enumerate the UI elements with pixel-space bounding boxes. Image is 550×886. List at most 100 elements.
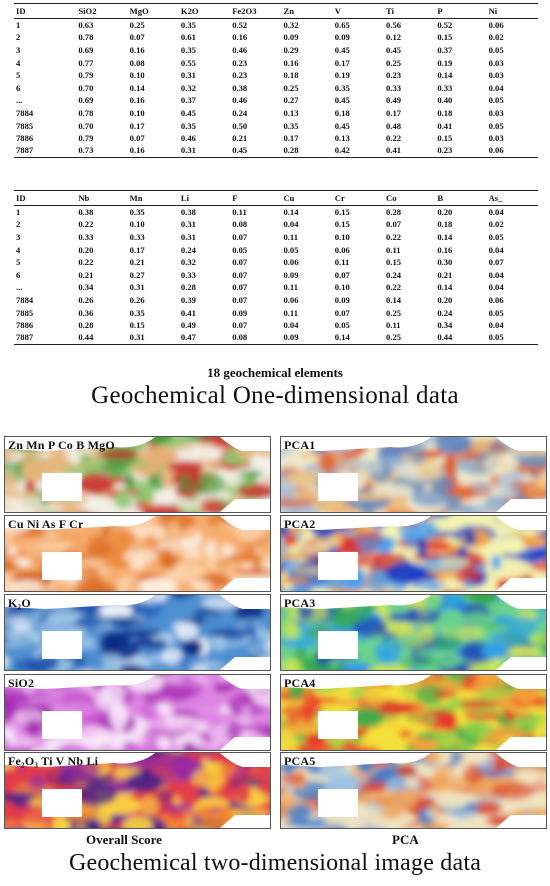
table-cell: 0.04: [488, 207, 504, 218]
table-cell: 7884: [16, 294, 34, 305]
table-cell: 0.13: [334, 133, 350, 144]
table-cell: 0.70: [78, 120, 94, 131]
table-cell: 7884: [16, 107, 34, 118]
table-cell: 0.04: [488, 282, 504, 293]
table-row: 2 0.22 0.10 0.31 0.08 0.04 0.15 0.07 0.18 0.02: [14, 218, 538, 231]
table-cell: 0.35: [180, 20, 196, 31]
table-cell: 0.21: [437, 269, 453, 280]
table-cell: 0.09: [334, 32, 350, 43]
column-header: V: [332, 3, 385, 19]
table-cell: 0.05: [334, 320, 350, 331]
table-cell: 0.04: [283, 219, 299, 230]
table-cell: 0.05: [488, 231, 504, 242]
heatmap-image: [5, 516, 270, 591]
table-cell: 0.21: [129, 257, 145, 268]
table-cell: 7886: [16, 320, 34, 331]
table-cell: 0.42: [332, 144, 385, 158]
table-cell: 0.31: [129, 282, 145, 293]
map-title: PCA1: [284, 438, 316, 452]
table-cell: 0.20: [78, 244, 94, 255]
table-cell: 0.49: [386, 95, 402, 106]
table-cell: 0.25: [386, 57, 402, 68]
table-cell: 0.20: [437, 207, 453, 218]
table-cell: 0.03: [488, 107, 504, 118]
column-header: Co: [384, 190, 436, 206]
map-title: SiO2: [8, 676, 35, 690]
table-cell: 0.45: [334, 44, 350, 55]
table-cell: 0.18: [283, 70, 299, 81]
table-cell: 0.22: [386, 231, 402, 242]
table-cell: 0.03: [488, 133, 504, 144]
table-cell: 0.31: [178, 144, 231, 158]
table-cell: 0.17: [386, 107, 402, 118]
column-header: K2O: [178, 3, 231, 19]
column-header: As_: [486, 190, 538, 206]
table-cell: 3: [16, 231, 21, 242]
column-header: Nb: [76, 190, 128, 206]
heatmap-image: [5, 437, 270, 512]
column-header: SiO2: [76, 3, 128, 19]
table-cell: 0.24: [180, 244, 196, 255]
table-row: 7884 0.78 0.10 0.45 0.24 0.13 0.18 0.17 0.18 0.03: [14, 107, 538, 120]
table-cell: 0.45: [230, 144, 282, 158]
map-title: PCA4: [284, 676, 316, 690]
column-header: Ni: [486, 3, 538, 19]
table-cell: 0.11: [232, 207, 247, 218]
heatmap-image: [281, 595, 546, 670]
table-cell: 0.05: [488, 307, 504, 318]
table-cell: 0.11: [386, 244, 401, 255]
table-cell: 0.70: [78, 82, 94, 93]
table-cell: 6: [16, 269, 21, 280]
table-header-row: ID SiO2 MgO K2O Fe2O3 Zn V Ti P Ni: [14, 3, 538, 19]
table-cell: 0.07: [488, 257, 504, 268]
table-cell: 0.37: [180, 95, 196, 106]
table-cell: 0.32: [283, 20, 299, 31]
pca-map-3: PCA3: [280, 594, 547, 671]
table-cell: 0.08: [232, 219, 248, 230]
table-cell: 0.33: [78, 231, 94, 242]
table-cell: 0.04: [488, 244, 504, 255]
heatmap-image: [5, 675, 270, 750]
table-cell: 0.08: [230, 331, 282, 345]
table-cell: 0.18: [437, 107, 453, 118]
table-cell: 0.63: [78, 20, 94, 31]
table-cell: 0.38: [180, 207, 196, 218]
table-cell: 0.05: [232, 244, 248, 255]
table-cell: 0.35: [180, 120, 196, 131]
table-cell: 0.05: [283, 244, 299, 255]
table-cell: 0.31: [180, 219, 196, 230]
map-title: Zn Mn P Co B MgO: [8, 438, 115, 452]
table-cell: 0.26: [78, 294, 94, 305]
table-row: ... 0.34 0.31 0.28 0.07 0.11 0.10 0.22 0.14 0.04: [14, 281, 538, 294]
table-cell: 0.12: [386, 32, 402, 43]
table-cell: 0.31: [180, 70, 196, 81]
table-cell: 0.26: [129, 294, 145, 305]
table-cell: 0.45: [180, 107, 196, 118]
table-cell: 0.10: [334, 282, 350, 293]
column-header: ID: [14, 190, 77, 206]
table-cell: 0.40: [437, 95, 453, 106]
table-cell: 0.18: [334, 107, 350, 118]
table-cell: 0.25: [283, 82, 299, 93]
table-cell: 0.35: [129, 207, 145, 218]
table-cell: 0.31: [180, 231, 196, 242]
table-cell: 0.33: [129, 231, 145, 242]
table-cell: 0.15: [386, 257, 402, 268]
table-cell: 0.02: [488, 219, 504, 230]
table-cell: 0.16: [232, 32, 248, 43]
one-dim-caption: Geochemical One-dimensional data: [91, 382, 459, 409]
table-cell: 0.73: [76, 144, 128, 158]
column-header: Cu: [281, 190, 333, 206]
table-cell: 0.28: [78, 320, 94, 331]
column-header: Li: [178, 190, 231, 206]
column-header: Mn: [127, 190, 179, 206]
table-cell: 7887: [14, 331, 77, 345]
table-cell: 0.65: [334, 20, 350, 31]
table-cell: 0.03: [488, 57, 504, 68]
table-cell: 6: [16, 82, 21, 93]
table-cell: 0.28: [180, 282, 196, 293]
table-cell: 0.31: [127, 331, 179, 345]
table-cell: 0.38: [78, 207, 94, 218]
table-cell: 0.29: [283, 44, 299, 55]
heatmap-image: [281, 437, 546, 512]
